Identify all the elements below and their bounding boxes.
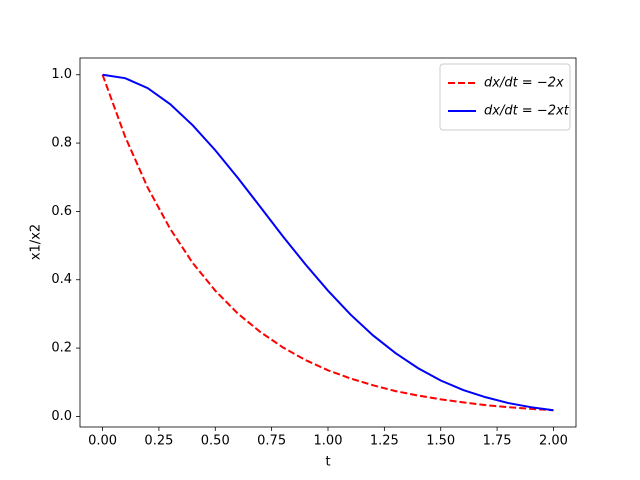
x-tick-label: 1.75 bbox=[483, 434, 512, 449]
legend-box bbox=[439, 63, 571, 131]
legend-label: dx/dt = −2xt bbox=[484, 104, 570, 119]
x-tick-label: 0.25 bbox=[144, 434, 173, 449]
line bbox=[102, 73, 554, 412]
y-tick-label: 1.0 bbox=[51, 67, 72, 82]
y-tick-label: 0.8 bbox=[51, 136, 72, 151]
x-tick-label: 1.00 bbox=[314, 434, 343, 449]
y-tick-label: 0.6 bbox=[51, 204, 72, 219]
y-tick-label: 0.0 bbox=[51, 409, 72, 424]
y-tick-label: 0.4 bbox=[51, 272, 72, 287]
x-tick-label: 1.50 bbox=[426, 434, 455, 449]
line bbox=[101, 74, 554, 412]
y-tick-label: 0.2 bbox=[51, 341, 72, 356]
x-tick-label: 1.25 bbox=[370, 434, 399, 449]
legend-label: dx/dt = −2x bbox=[484, 76, 564, 91]
x-tick-label: 0.75 bbox=[257, 434, 286, 449]
x-axis-label: t bbox=[325, 455, 330, 470]
x-tick-label: 0.50 bbox=[201, 434, 230, 449]
y-axis-label: x1/x2 bbox=[29, 224, 44, 260]
plot-frame bbox=[79, 57, 577, 428]
x-tick-label: 0.00 bbox=[88, 434, 117, 449]
x-tick-label: 2.00 bbox=[539, 434, 568, 449]
